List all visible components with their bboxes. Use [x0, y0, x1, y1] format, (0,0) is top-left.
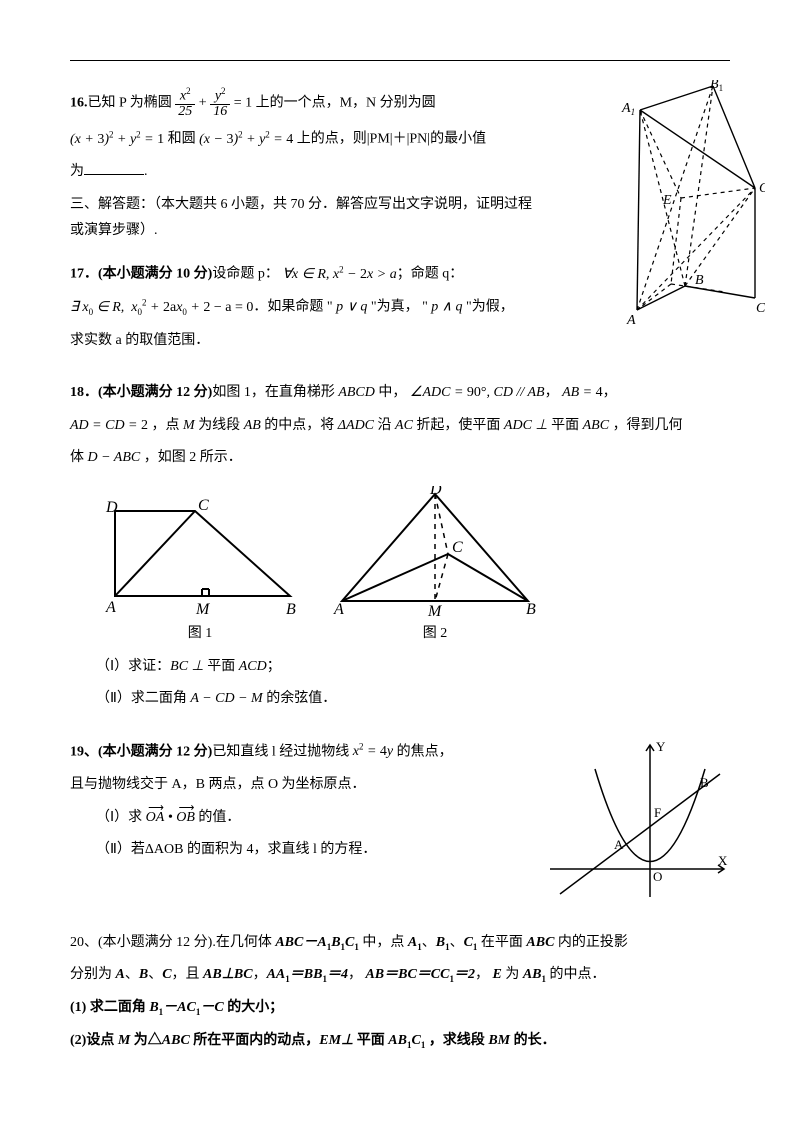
- q19-part1: （Ⅰ）求 ⟶OA • ⟶OB 的值．: [70, 805, 530, 832]
- svg-text:M: M: [427, 603, 443, 620]
- q18-line3: 体 D − ABC ，如图 2 所示．: [70, 445, 730, 472]
- q18-line2: AD = CD = 2 ，点 M 为线段 AB 的中点，将 ΔADC 沿 AC …: [70, 413, 730, 440]
- svg-text:M: M: [195, 601, 211, 618]
- q18-figures: D C A M B 图 1: [100, 486, 730, 648]
- svg-text:B: B: [526, 601, 536, 618]
- lbl-A: A: [626, 313, 636, 328]
- svg-text:C: C: [452, 539, 463, 556]
- lbl-C: C: [756, 301, 765, 316]
- section3: 三、解答题：（本大题共 6 小题，共 70 分．解答应写出文字说明，证明过程或演…: [70, 192, 540, 245]
- q16-line3: 为.: [70, 159, 540, 186]
- svg-text:A: A: [105, 599, 116, 616]
- figure-q20-3d: B1 A1 C1 E B C A: [615, 80, 765, 330]
- lbl-E: E: [662, 193, 672, 208]
- q17-line2: ∃ x0 ∈ R, x02 + 2ax0 + 2 − a = 0．如果命题 " …: [70, 294, 540, 321]
- q16-line1: 16.已知 P 为椭圆 x225 + y216 = 1 上的一个点，M，N 分别…: [70, 87, 540, 120]
- lbl-B: B: [695, 273, 704, 288]
- lbl-C1: C1: [759, 181, 765, 197]
- svg-text:D: D: [105, 499, 118, 516]
- q20-line2: 分别为 A、B、C，且 AB⊥BC，AA1＝BB1＝4， AB＝BC＝CC1＝2…: [70, 962, 730, 989]
- svg-text:B: B: [700, 775, 709, 790]
- q18-part1: （Ⅰ）求证：BC ⊥ 平面 ACD；: [70, 654, 730, 681]
- page-top-rule: [70, 60, 730, 61]
- q20-part1: (1) 求二面角 B1－AC1－C 的大小；: [70, 995, 730, 1022]
- svg-text:B: B: [286, 601, 296, 618]
- q16-line2: (x + 3)2 + y2 = 1 和圆 (x − 3)2 + y2 = 4 上…: [70, 126, 540, 153]
- q19-part2: （Ⅱ）若ΔAOB 的面积为 4，求直线 l 的方程．: [70, 837, 530, 864]
- q20-line1: 20、(本小题满分 12 分).在几何体 ABC－A1B1C1 中，点 A1、B…: [70, 930, 730, 957]
- q19-line2: 且与抛物线交于 A，B 两点，点 O 为坐标原点．: [70, 772, 530, 799]
- q17-line1: 17．(本小题满分 10 分)设命题 p： ∀x ∈ R, x2 − 2x > …: [70, 261, 540, 288]
- svg-text:O: O: [653, 869, 662, 884]
- q18-part2: （Ⅱ）求二面角 A − CD − M 的余弦值．: [70, 686, 730, 713]
- svg-text:Y: Y: [656, 739, 666, 754]
- figure-q19: Y X O F A B: [540, 739, 730, 904]
- svg-text:X: X: [718, 853, 728, 868]
- q19-line1: 19、(本小题满分 12 分)已知直线 l 经过抛物线 x2 = 4y 的焦点，: [70, 739, 530, 766]
- svg-text:F: F: [654, 805, 661, 820]
- svg-text:D: D: [429, 486, 442, 498]
- lbl-B1: B1: [710, 80, 723, 93]
- q17-line3: 求实数 a 的取值范围．: [70, 328, 540, 355]
- q20-part2: (2)设点 M 为△ABC 所在平面内的动点，EM⊥ 平面 AB1C1 ，求线段…: [70, 1028, 730, 1055]
- lbl-A1: A1: [621, 101, 635, 117]
- svg-text:C: C: [198, 497, 209, 514]
- svg-text:A: A: [614, 837, 624, 852]
- q18-line1: 18．(本小题满分 12 分)如图 1，在直角梯形 ABCD 中， ∠ADC =…: [70, 380, 730, 407]
- svg-text:A: A: [333, 601, 344, 618]
